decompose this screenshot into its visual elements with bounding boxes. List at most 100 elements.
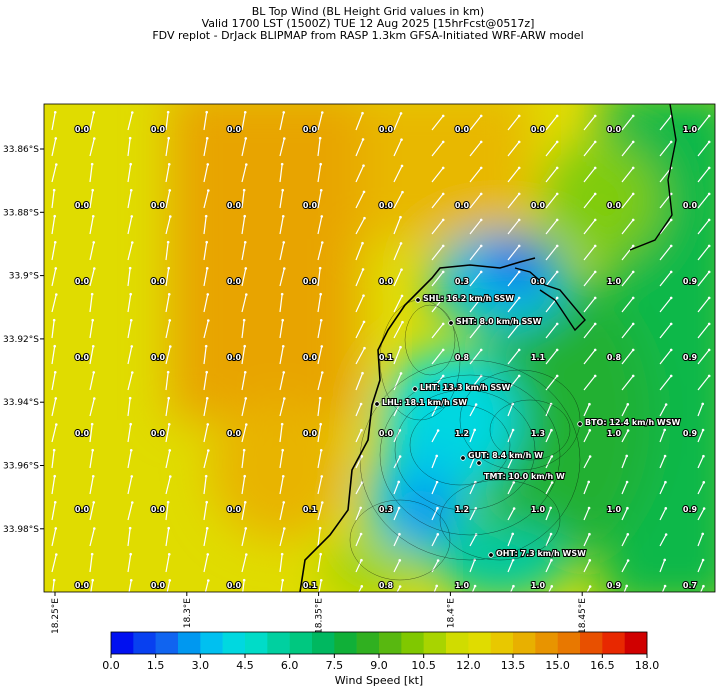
wind-arrow xyxy=(586,586,591,592)
colorbar-tick-label: 12.0 xyxy=(456,659,481,672)
wind-arrow xyxy=(393,165,403,183)
wind-arrow xyxy=(507,297,520,313)
wind-arrow xyxy=(128,580,132,592)
wind-arrow-head xyxy=(435,584,439,588)
wind-arrow-head xyxy=(631,244,635,248)
colorbar-tick-label: 10.5 xyxy=(411,659,436,672)
wind-arrow-head xyxy=(92,527,96,530)
wind-arrow-head xyxy=(205,370,209,374)
wind-arrow-head xyxy=(167,526,171,530)
colorbar-tick-label: 9.0 xyxy=(370,659,388,672)
wind-arrow xyxy=(89,216,94,235)
wind-arrow-head xyxy=(479,322,483,326)
wind-arrow-head xyxy=(436,559,440,562)
wind-arrow xyxy=(89,294,93,313)
colorbar-segment xyxy=(289,632,313,654)
colorbar-tick-label: 13.5 xyxy=(501,659,526,672)
wind-arrow-head xyxy=(626,429,630,432)
wind-arrow xyxy=(127,112,133,131)
wind-arrow-head xyxy=(400,164,404,168)
wind-arrow xyxy=(203,216,207,235)
wind-arrow-head xyxy=(707,114,711,118)
wind-arrow xyxy=(89,268,95,287)
wind-arrow-head xyxy=(129,448,133,452)
station-dot xyxy=(412,386,418,392)
wind-arrow-head xyxy=(593,140,597,144)
wind-arrow xyxy=(469,271,482,287)
colorbar-segment xyxy=(446,632,469,654)
wind-arrow-head xyxy=(319,318,323,322)
wind-arrow-head xyxy=(479,244,483,248)
grid-value: 0.7 xyxy=(683,581,697,590)
wind-arrow-head xyxy=(479,218,483,222)
wind-arrow-head xyxy=(129,552,133,556)
wind-arrow xyxy=(165,450,171,469)
wind-arrow xyxy=(697,559,704,573)
wind-arrow-head xyxy=(669,192,673,196)
wind-arrow-head xyxy=(244,267,248,270)
wind-arrow-head xyxy=(90,552,94,556)
wind-arrow-head xyxy=(244,163,248,166)
wind-arrow-head xyxy=(280,162,284,166)
wind-arrow xyxy=(241,346,246,365)
wind-arrow-head xyxy=(206,553,210,556)
wind-arrow xyxy=(659,534,667,547)
wind-arrow xyxy=(431,297,444,313)
wind-arrow-head xyxy=(669,296,673,300)
wind-arrow-head xyxy=(631,166,635,170)
wind-arrow xyxy=(203,450,209,469)
wind-arrow-head xyxy=(129,422,133,426)
wind-arrow-head xyxy=(54,397,58,400)
wind-arrow-head xyxy=(129,162,133,166)
wind-arrow-head xyxy=(243,474,247,478)
grid-value: 0.0 xyxy=(151,201,166,210)
wind-arrow-head xyxy=(707,140,711,144)
wind-arrow xyxy=(203,554,209,573)
wind-arrow xyxy=(89,450,94,469)
wind-arrow xyxy=(583,115,596,131)
wind-arrow-head xyxy=(669,322,673,326)
wind-arrow-head xyxy=(479,296,483,300)
wind-arrow-head xyxy=(54,137,58,140)
wind-arrow-head xyxy=(167,422,171,426)
wind-arrow-head xyxy=(361,138,365,141)
wind-arrow xyxy=(697,219,710,235)
wind-arrow-head xyxy=(282,241,286,244)
wind-arrow-head xyxy=(441,114,445,118)
wind-arrow xyxy=(203,476,207,495)
grid-value: 0.9 xyxy=(607,581,622,590)
grid-value: 0.0 xyxy=(227,581,242,590)
wind-arrow xyxy=(659,404,667,417)
wind-arrow-head xyxy=(319,578,323,582)
lat-label: 33.9°S xyxy=(9,272,40,282)
wind-arrow-head xyxy=(663,558,667,562)
wind-arrow-head xyxy=(399,112,403,115)
wind-arrow-head xyxy=(244,397,248,400)
grid-value: 0.0 xyxy=(151,505,166,514)
wind-arrow xyxy=(279,398,285,417)
wind-arrow xyxy=(318,580,322,592)
wind-arrow xyxy=(507,508,515,521)
header: BL Top Wind (BL Height Grid values in km… xyxy=(152,5,583,42)
wind-arrow-head xyxy=(549,506,553,510)
wind-arrow xyxy=(545,141,558,157)
wind-arrow-head xyxy=(479,374,483,378)
wind-arrow xyxy=(165,242,169,261)
wind-arrow xyxy=(697,245,710,261)
colorbar-segment xyxy=(557,632,581,654)
wind-arrow xyxy=(507,533,514,547)
wind-arrow xyxy=(697,455,704,469)
wind-arrow-head xyxy=(479,192,483,196)
wind-arrow xyxy=(431,193,444,209)
grid-value: 0.0 xyxy=(607,125,622,134)
wind-arrow-head xyxy=(320,371,324,374)
wind-arrow-head xyxy=(701,532,705,536)
wind-arrow-head xyxy=(167,266,171,270)
lon-label: 18.4°E xyxy=(446,598,456,629)
wind-arrow xyxy=(545,219,558,235)
wind-arrow-head xyxy=(360,585,364,588)
wind-arrow-head xyxy=(626,533,630,536)
wind-arrow xyxy=(51,450,55,469)
wind-arrow-head xyxy=(91,344,95,348)
wind-arrow-head xyxy=(631,192,635,196)
